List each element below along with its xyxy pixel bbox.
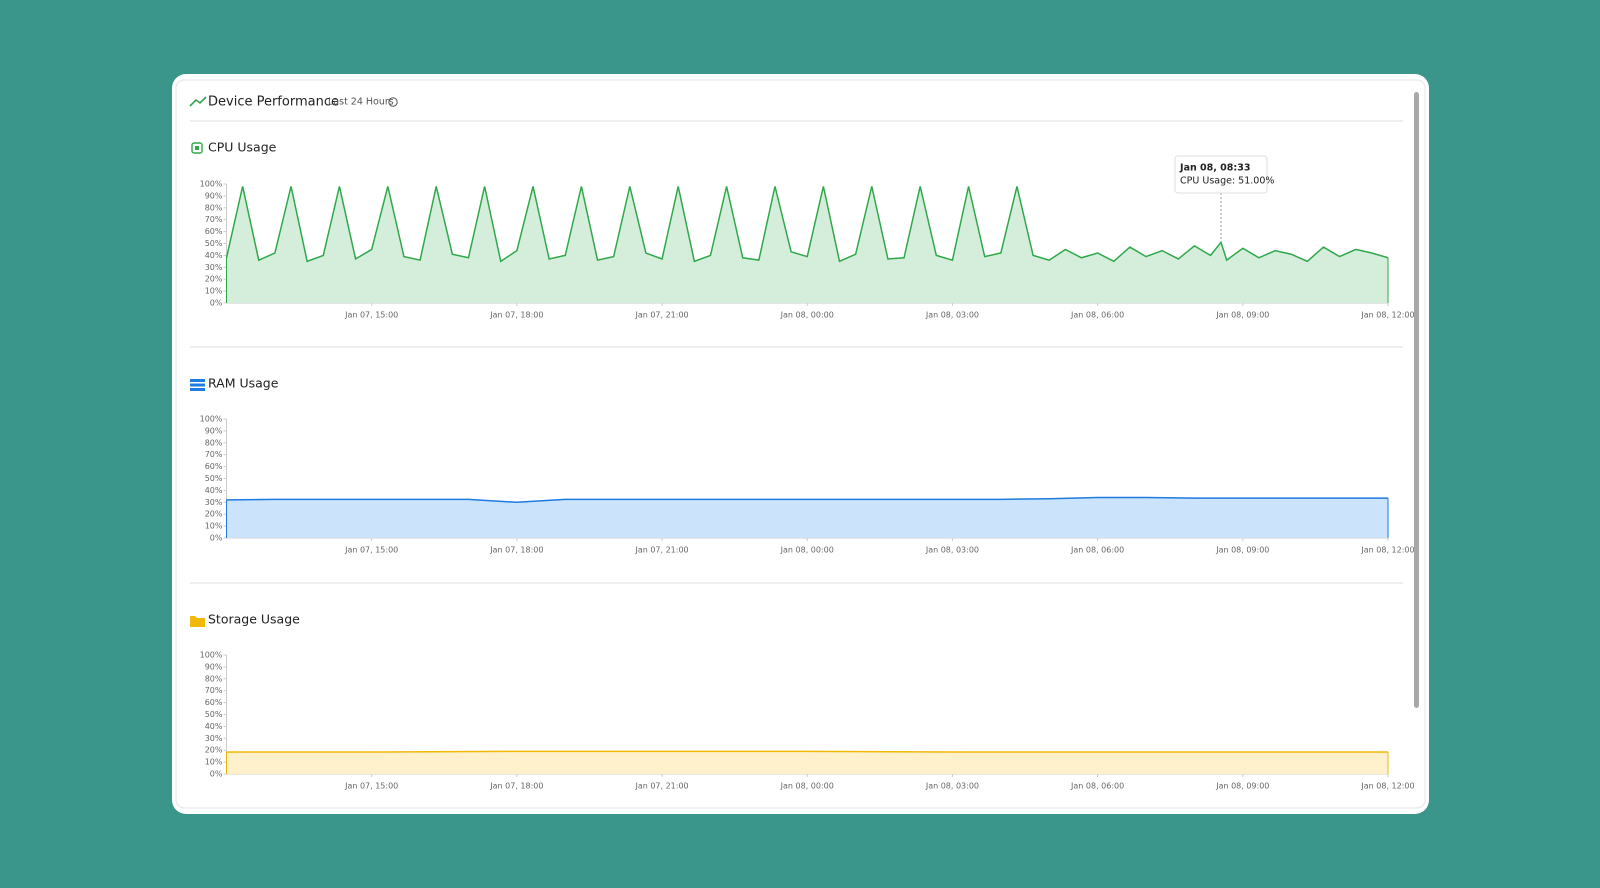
scrollbar[interactable]: [1414, 92, 1419, 708]
y-tick-label: 70%: [205, 686, 223, 695]
y-tick-label: 60%: [205, 227, 223, 236]
y-tick-label: 10%: [205, 522, 223, 531]
x-tick-label: Jan 08, 00:00: [780, 782, 834, 791]
x-tick-label: Jan 07, 18:00: [489, 311, 543, 320]
x-tick-label: Jan 08, 06:00: [1070, 546, 1124, 555]
x-tick-label: Jan 07, 18:00: [489, 546, 543, 555]
cpu-icon: [191, 142, 203, 154]
ram-icon: [190, 379, 205, 391]
x-tick-label: Jan 08, 03:00: [925, 311, 979, 320]
y-tick-label: 20%: [205, 510, 223, 519]
header-icon: [189, 96, 207, 107]
x-tick-label: Jan 07, 18:00: [489, 782, 543, 791]
area-fill: [226, 186, 1388, 303]
y-tick-label: 100%: [200, 415, 223, 424]
tooltip: Jan 08, 08:33 CPU Usage: 51.00%: [1174, 155, 1274, 194]
chart-title: RAM Usage: [208, 376, 279, 391]
x-tick-label: Jan 07, 21:00: [634, 782, 688, 791]
y-tick-label: 90%: [205, 426, 223, 435]
y-tick-label: 50%: [205, 710, 223, 719]
x-tick-label: Jan 08, 12:00: [1360, 546, 1414, 555]
x-tick-label: Jan 08, 12:00: [1360, 311, 1414, 320]
y-tick-label: 80%: [205, 674, 223, 683]
x-tick-label: Jan 08, 12:00: [1360, 782, 1414, 791]
y-tick-label: 40%: [205, 722, 223, 731]
card-inner: [175, 79, 1426, 809]
y-tick-label: 0%: [210, 534, 223, 543]
y-tick-label: 90%: [205, 191, 223, 200]
area-line: [225, 186, 1389, 263]
header-title: Device Performance: [208, 95, 339, 110]
x-tick-label: Jan 08, 03:00: [925, 546, 979, 555]
y-tick-label: 30%: [205, 498, 223, 507]
y-tick-label: 0%: [210, 770, 223, 779]
history-icon[interactable]: [388, 97, 398, 107]
x-tick-label: Jan 07, 21:00: [634, 546, 688, 555]
x-tick-label: Jan 08, 09:00: [1215, 546, 1269, 555]
x-tick-label: Jan 08, 09:00: [1215, 782, 1269, 791]
y-tick-label: 30%: [205, 263, 223, 272]
x-tick-label: Jan 07, 15:00: [344, 311, 398, 320]
x-tick-label: Jan 08, 09:00: [1215, 311, 1269, 320]
x-tick-label: Jan 07, 21:00: [634, 311, 688, 320]
x-tick-label: Jan 08, 00:00: [780, 311, 834, 320]
x-tick-label: Jan 08, 06:00: [1070, 311, 1124, 320]
y-tick-label: 20%: [205, 275, 223, 284]
tooltip-text: CPU Usage: 51.00%: [1180, 176, 1274, 187]
y-tick-label: 100%: [200, 180, 223, 189]
area-fill: [226, 497, 1388, 538]
y-tick-label: 10%: [205, 758, 223, 767]
y-tick-label: 40%: [205, 486, 223, 495]
y-tick-label: 90%: [205, 662, 223, 671]
y-tick-label: 100%: [200, 651, 223, 660]
y-tick-label: 0%: [210, 299, 223, 308]
cpu-icon-core: [195, 146, 199, 150]
tooltip-title: Jan 08, 08:33: [1179, 163, 1250, 174]
y-tick-label: 10%: [205, 287, 223, 296]
y-tick-label: 20%: [205, 746, 223, 755]
area-fill: [226, 751, 1388, 774]
x-tick-label: Jan 08, 06:00: [1070, 782, 1124, 791]
x-tick-label: Jan 08, 00:00: [780, 546, 834, 555]
header-subtitle: Last 24 Hours: [328, 97, 394, 108]
y-tick-label: 60%: [205, 462, 223, 471]
y-tick-label: 30%: [205, 734, 223, 743]
tooltip-box: [1174, 155, 1268, 194]
x-tick-label: Jan 07, 15:00: [344, 546, 398, 555]
x-tick-label: Jan 07, 15:00: [344, 782, 398, 791]
storage-icon: [190, 616, 205, 627]
y-tick-label: 50%: [205, 474, 223, 483]
y-tick-label: 40%: [205, 251, 223, 260]
area-line: [226, 750, 1388, 753]
chart-title: Storage Usage: [208, 612, 300, 627]
y-tick-label: 70%: [205, 450, 223, 459]
y-tick-label: 60%: [205, 698, 223, 707]
x-tick-label: Jan 08, 03:00: [925, 782, 979, 791]
area-line: [226, 496, 1388, 504]
y-tick-label: 80%: [205, 438, 223, 447]
y-tick-label: 50%: [205, 239, 223, 248]
y-tick-label: 80%: [205, 203, 223, 212]
chart-title: CPU Usage: [208, 140, 277, 155]
y-tick-label: 70%: [205, 215, 223, 224]
